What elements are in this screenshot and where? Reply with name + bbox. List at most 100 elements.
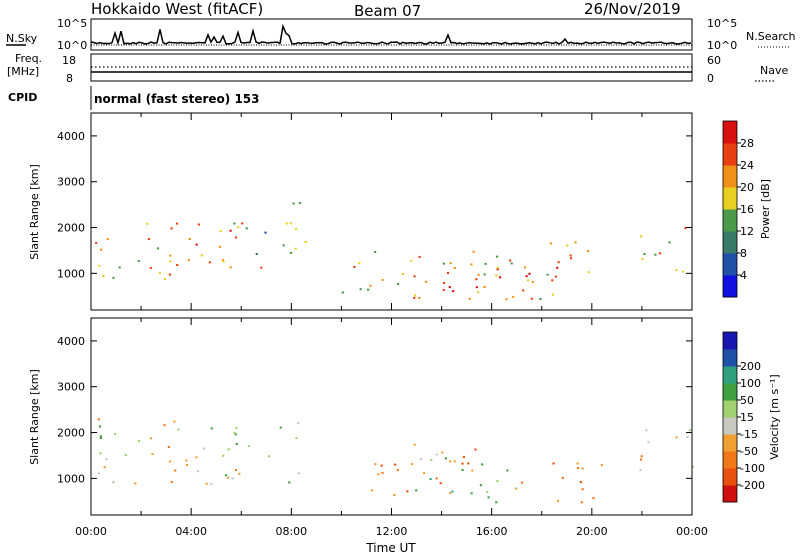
power-data-point <box>146 222 149 225</box>
power-data-point <box>484 262 487 265</box>
velocity-data-point <box>195 456 198 459</box>
power-colorbar-tick-label: 28 <box>740 137 754 150</box>
velocity-xtick-label: 00:00 <box>75 525 107 538</box>
velocity-data-point <box>380 464 383 467</box>
power-ytick-label: 2000 <box>57 222 85 235</box>
power-frame <box>90 112 693 311</box>
power-data-point <box>551 279 554 282</box>
velocity-data-point <box>435 453 438 456</box>
cpid-label: CPID <box>8 91 37 104</box>
power-data-point <box>112 276 115 279</box>
velocity-data-point <box>97 472 101 475</box>
power-data-point <box>341 291 344 294</box>
freq-tick-top: 18 <box>62 54 76 67</box>
velocity-colorbar-tick-label: 15 <box>740 411 754 424</box>
power-data-point <box>294 247 297 250</box>
power-data-point <box>298 202 301 204</box>
beam-label: Beam 07 <box>354 2 421 20</box>
power-data-point <box>169 260 172 263</box>
power-data-point <box>413 275 416 278</box>
power-data-point <box>569 254 572 257</box>
power-data-point <box>499 276 502 279</box>
power-data-point <box>442 262 445 265</box>
power-data-point <box>483 286 486 288</box>
velocity-data-point <box>435 477 438 480</box>
power-data-point <box>475 286 478 289</box>
power-colorbar-cell <box>723 187 737 210</box>
power-data-point <box>523 266 527 269</box>
power-data-point <box>218 245 222 248</box>
power-data-point <box>640 235 643 238</box>
velocity-data-point <box>234 433 237 436</box>
freq-panel: Freq. [MHz] 18 8 60 0 Nave <box>7 52 788 85</box>
velocity-data-point <box>470 492 473 495</box>
power-data-point <box>156 247 160 250</box>
velocity-data-point <box>413 443 416 446</box>
velocity-data-point <box>222 454 225 457</box>
velocity-data-point <box>97 418 100 421</box>
velocity-data-point <box>279 426 282 429</box>
power-data-point <box>658 252 661 255</box>
nsky-panel: N.Sky 10^5 10^0 10^5 10^0 N.Search <box>6 17 796 52</box>
velocity-data-point <box>396 469 399 471</box>
power-data-point <box>472 250 475 253</box>
power-data-point <box>526 279 530 282</box>
velocity-data-point <box>226 476 229 479</box>
velocity-data-point <box>486 490 489 493</box>
velocity-data-point <box>430 459 433 462</box>
power-data-point <box>221 259 224 262</box>
velocity-colorbar-cell <box>723 383 737 401</box>
velocity-data-point <box>686 436 689 438</box>
power-data-point <box>496 266 499 269</box>
power-data-point <box>245 227 248 230</box>
velocity-colorbar-cell <box>723 434 737 452</box>
power-data-point <box>295 228 298 230</box>
power-data-point <box>381 278 384 281</box>
velocity-ytick-label: 3000 <box>57 381 85 394</box>
velocity-data-point <box>552 462 555 465</box>
velocity-data-point <box>580 501 583 504</box>
velocity-data-point <box>481 463 484 466</box>
power-data-point <box>219 230 222 233</box>
velocity-data-point <box>235 443 238 446</box>
power-data-point <box>374 250 377 253</box>
velocity-data-point <box>461 462 464 465</box>
power-data-point <box>234 236 238 239</box>
velocity-colorbar-cells <box>723 332 737 503</box>
power-data-point <box>449 262 452 265</box>
power-data-point <box>410 259 413 262</box>
nsearch-tick-top: 10^5 <box>707 17 737 30</box>
velocity-data-point <box>487 496 490 499</box>
velocity-data-point <box>451 490 454 493</box>
velocity-data-point <box>174 469 177 472</box>
power-data-point <box>106 238 109 241</box>
power-data-point <box>505 298 508 301</box>
power-data-point <box>102 275 105 277</box>
velocity-data-point <box>185 459 188 462</box>
nave-tick-top: 60 <box>707 54 721 67</box>
power-data-point <box>587 271 590 274</box>
power-data-point <box>229 229 232 232</box>
velocity-data-point <box>393 494 396 496</box>
power-data-point <box>453 267 456 269</box>
power-data-point <box>551 293 555 296</box>
power-colorbar-ticks: 4 8 12 16 20 24 28 <box>737 137 754 282</box>
velocity-data-point <box>688 429 692 432</box>
nave-label: Nave <box>760 64 788 77</box>
velocity-data-point <box>235 427 238 430</box>
power-data-point <box>137 260 140 263</box>
power-data-point <box>477 273 480 276</box>
power-data-point <box>483 273 486 276</box>
velocity-data-point <box>231 477 235 480</box>
power-data-point <box>100 248 103 251</box>
velocity-data-point <box>112 480 115 483</box>
velocity-data-point <box>297 472 300 475</box>
x-axis-label: Time UT <box>365 541 416 554</box>
power-data-point <box>641 258 644 261</box>
power-data-point <box>530 297 533 300</box>
power-data-point <box>684 227 687 230</box>
power-data-point <box>208 261 211 264</box>
velocity-data-point <box>406 490 409 493</box>
power-data-point <box>233 222 236 225</box>
velocity-data-point <box>99 437 102 439</box>
